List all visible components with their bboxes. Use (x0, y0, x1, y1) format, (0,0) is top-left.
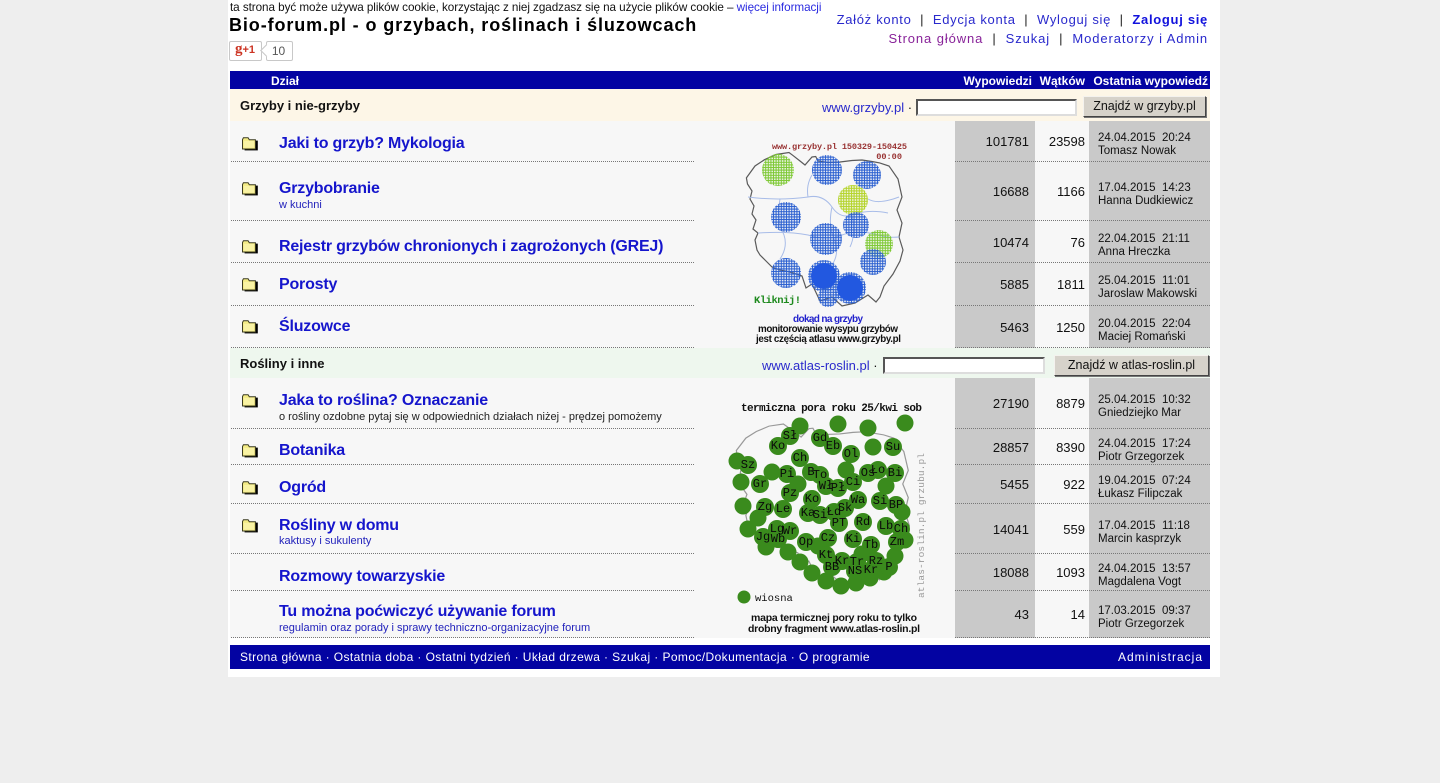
svg-text:www.grzyby.pl 150329-150425: www.grzyby.pl 150329-150425 (772, 142, 907, 152)
svg-text:BP: BP (889, 498, 903, 512)
svg-text:Si: Si (873, 494, 887, 508)
svg-text:Kr: Kr (864, 563, 878, 577)
svg-text:BB: BB (825, 560, 839, 574)
svg-text:Pi: Pi (780, 467, 794, 481)
svg-text:mapa termicznej pory roku to t: mapa termicznej pory roku to tylko (751, 612, 917, 624)
svg-text:Rd: Rd (856, 515, 870, 529)
svg-text:wiosna: wiosna (755, 593, 793, 605)
svg-text:Ko: Ko (771, 439, 785, 453)
svg-text:dokąd na grzyby: dokąd na grzyby (793, 314, 863, 325)
svg-text:Wb: Wb (771, 532, 785, 546)
svg-text:Tb: Tb (864, 538, 878, 552)
svg-text:Wr: Wr (783, 524, 797, 538)
svg-text:Su: Su (886, 440, 900, 454)
svg-text:Jg: Jg (756, 530, 770, 544)
svg-text:Le: Le (776, 502, 790, 516)
svg-text:monitorowanie wysypu grzybów: monitorowanie wysypu grzybów (758, 324, 898, 335)
svg-text:Ko: Ko (805, 492, 819, 506)
svg-text:B: B (807, 465, 814, 479)
svg-text:Ch: Ch (894, 522, 908, 536)
svg-text:Wł: Wł (819, 479, 833, 493)
svg-text:Cz: Cz (821, 531, 835, 545)
svg-text:Zm: Zm (890, 535, 904, 549)
svg-text:Os: Os (861, 466, 875, 480)
svg-text:Zg: Zg (758, 500, 772, 514)
svg-text:NS: NS (848, 564, 862, 578)
svg-text:Op: Op (799, 535, 813, 549)
svg-text:Ka: Ka (801, 506, 815, 520)
svg-text:atlas-roslin.pl grzubu.pl: atlas-roslin.pl grzubu.pl (916, 453, 927, 598)
svg-text:00:00: 00:00 (876, 152, 902, 162)
svg-text:To: To (813, 468, 827, 482)
svg-text:Si: Si (813, 508, 827, 522)
svg-text:Lb: Lb (879, 519, 893, 533)
svg-text:Sz: Sz (741, 458, 755, 472)
svg-text:PT: PT (832, 516, 846, 530)
svg-text:Bi: Bi (888, 466, 902, 480)
svg-text:Ch: Ch (793, 451, 807, 465)
svg-text:P: P (885, 560, 892, 574)
svg-text:Pz: Pz (783, 486, 797, 500)
svg-text:jest częścią atlasu www.grzyby: jest częścią atlasu www.grzyby.pl (755, 334, 901, 345)
svg-text:Wa: Wa (851, 493, 865, 507)
svg-text:Ol: Ol (844, 447, 858, 461)
svg-text:Pł: Pł (831, 481, 845, 495)
svg-text:Tr: Tr (850, 555, 864, 569)
svg-text:Ci: Ci (846, 475, 860, 489)
svg-text:Ki: Ki (846, 532, 860, 546)
svg-text:Ło: Ło (871, 463, 885, 477)
svg-text:Kr: Kr (835, 554, 849, 568)
svg-text:Sk: Sk (838, 501, 852, 515)
svg-text:Eb: Eb (826, 439, 840, 453)
svg-text:Rz: Rz (869, 554, 883, 568)
svg-text:drobny fragment www.atlas-rosl: drobny fragment www.atlas-roslin.pl (748, 623, 920, 635)
svg-text:Kliknij!: Kliknij! (754, 295, 801, 307)
svg-text:Łd: Łd (827, 505, 841, 519)
svg-text:Sł: Sł (783, 429, 797, 443)
svg-text:Gd: Gd (813, 431, 827, 445)
svg-text:Lg: Lg (770, 522, 784, 536)
svg-text:termiczna pora roku 25/kwi sob: termiczna pora roku 25/kwi sob (741, 403, 922, 415)
svg-text:Gr: Gr (753, 477, 767, 491)
svg-text:Kt: Kt (819, 548, 833, 562)
